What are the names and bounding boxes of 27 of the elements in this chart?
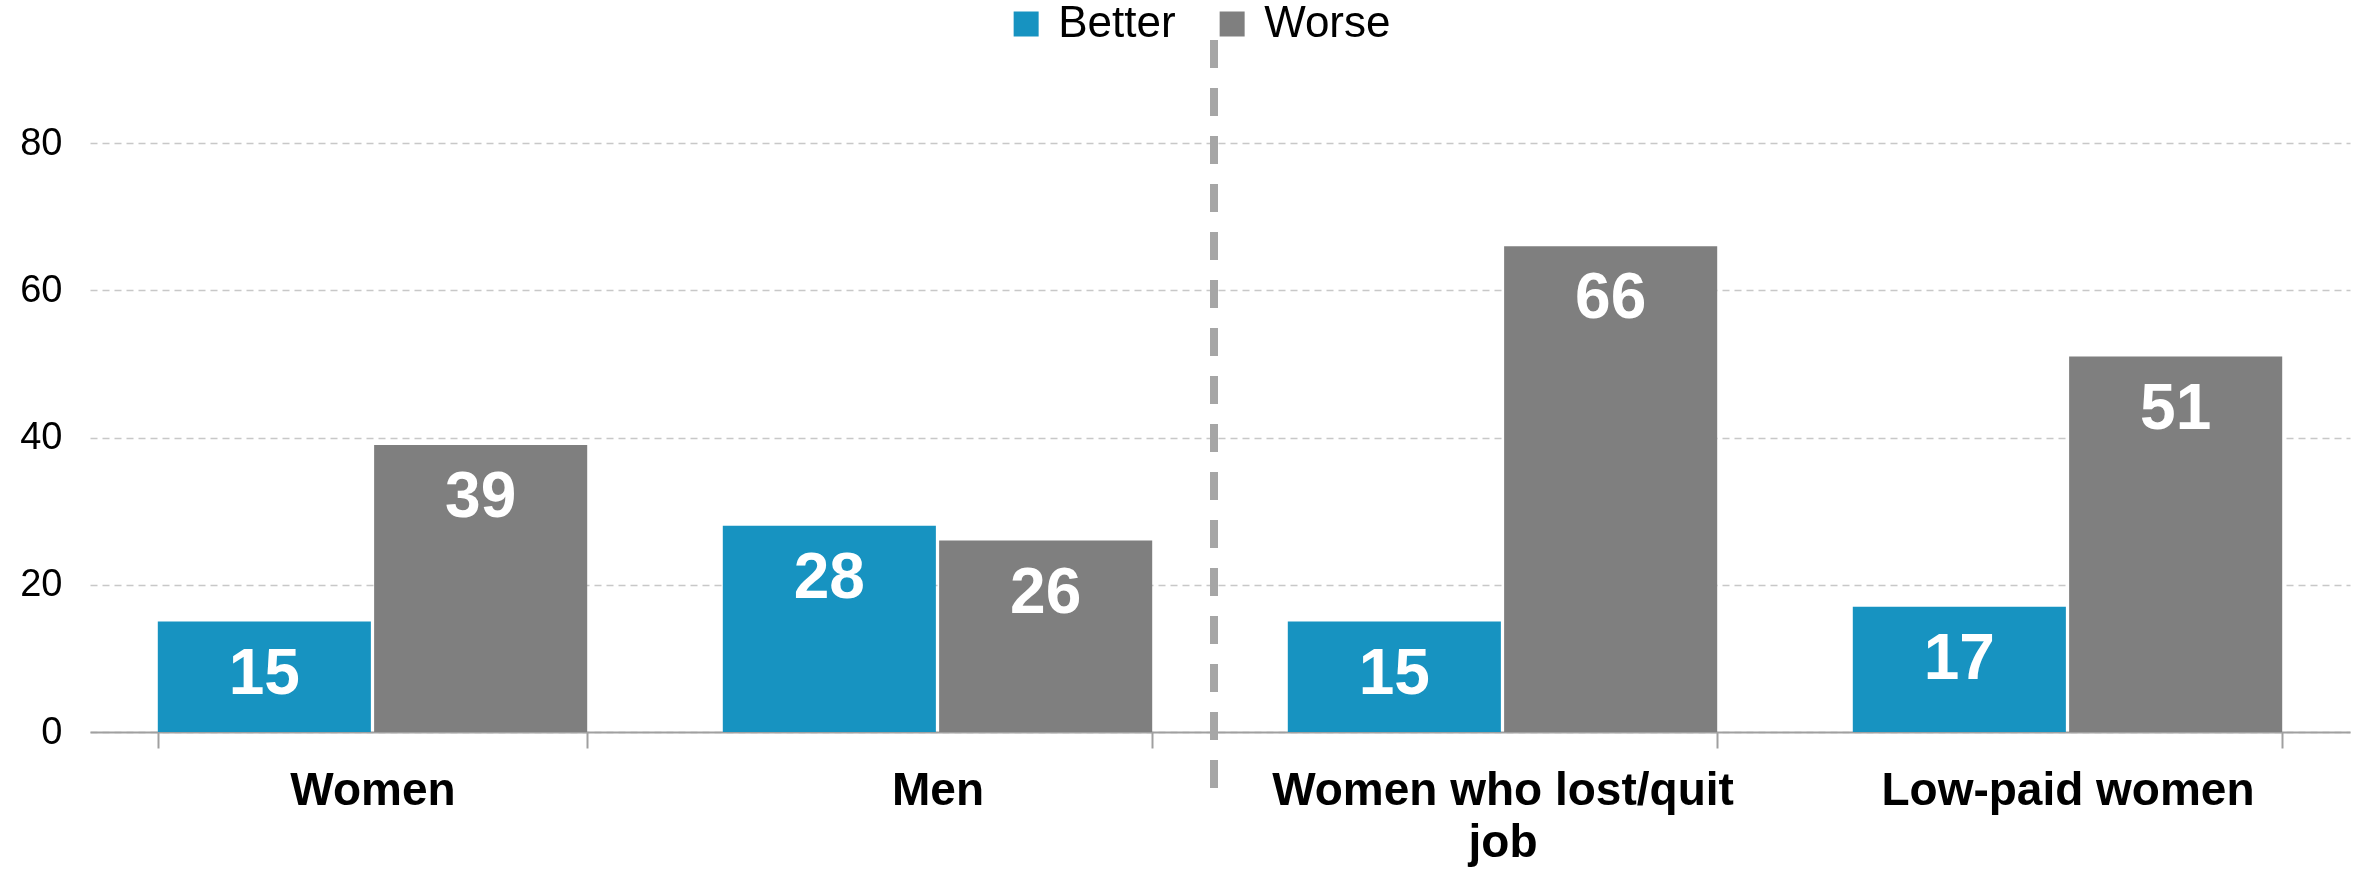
x-tick-label: Men	[892, 762, 984, 815]
y-tick-label: 40	[20, 415, 63, 458]
data-label: 17	[1923, 620, 1995, 693]
data-label: 15	[228, 635, 300, 708]
data-label: 15	[1358, 635, 1430, 708]
bar	[374, 444, 588, 732]
y-tick-label: 80	[20, 120, 63, 163]
data-label: 39	[445, 458, 517, 531]
legend-label: Better	[1058, 0, 1176, 46]
data-label: 66	[1575, 260, 1647, 333]
bar	[1852, 606, 2066, 732]
y-tick-label: 0	[41, 709, 63, 752]
x-tick-label: Women	[290, 762, 456, 815]
x-tick-label: Women who lost/quit job	[1272, 762, 1734, 867]
y-tick-label: 20	[20, 562, 63, 605]
bar	[1504, 246, 1718, 732]
bar	[157, 621, 371, 732]
bar	[939, 540, 1153, 732]
bar	[722, 525, 936, 732]
data-label: 51	[2140, 370, 2212, 443]
y-tick-label: 60	[20, 267, 63, 310]
legend-label: Worse	[1264, 0, 1391, 46]
data-label: 28	[793, 539, 865, 612]
x-tick-label: Low-paid women	[1881, 762, 2255, 815]
bar	[2069, 356, 2283, 732]
data-label: 26	[1010, 554, 1082, 627]
bar	[1287, 621, 1501, 732]
